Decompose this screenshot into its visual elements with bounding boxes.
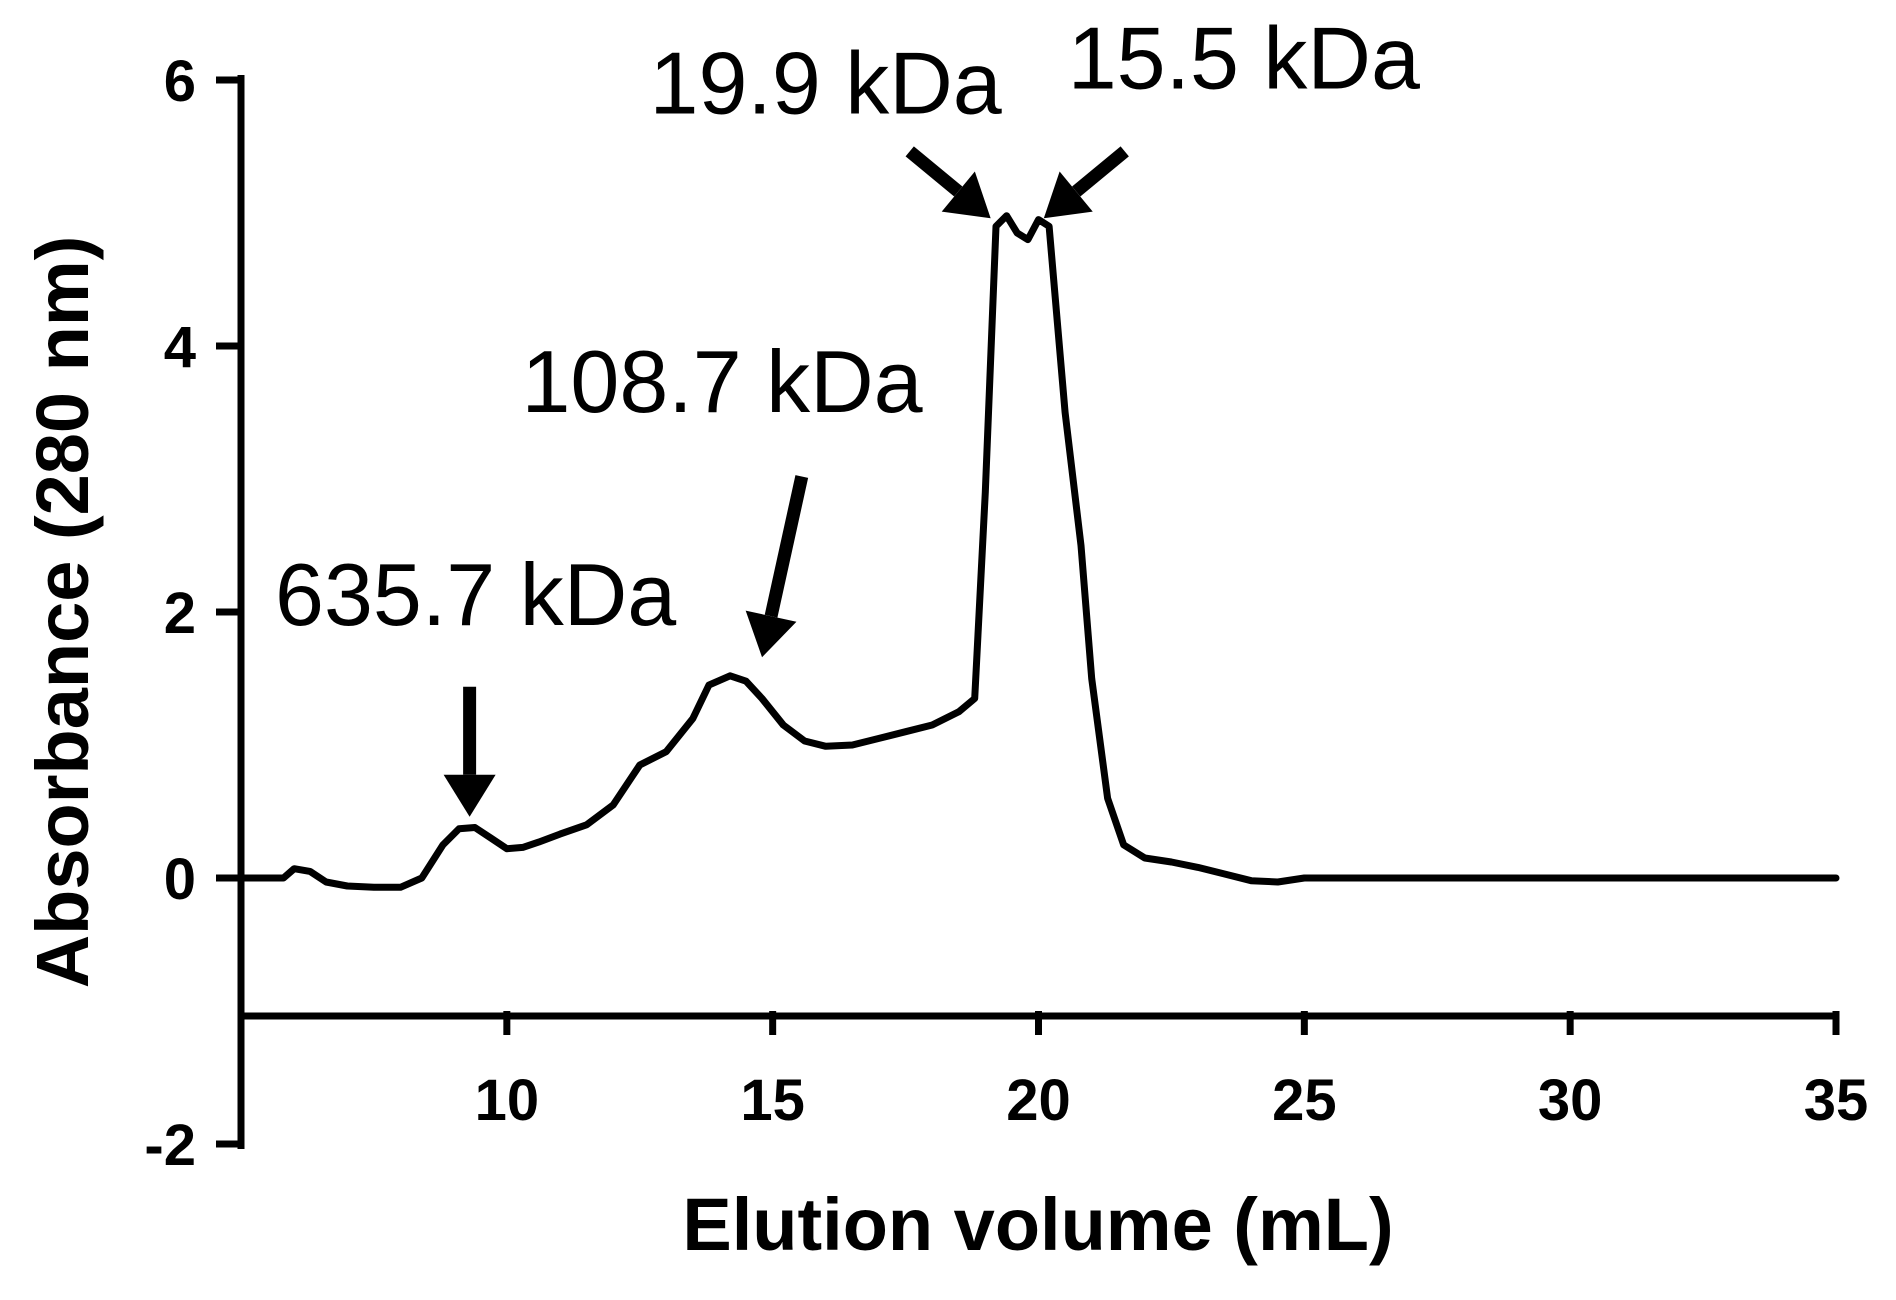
arrow-shaft [1072,146,1129,197]
peak-label: 635.7 kDa [275,545,676,644]
x-ticks: 10 15 20 25 30 35 [475,1011,1869,1133]
arrow-shaft [905,146,963,197]
x-tick-label: 15 [740,1068,805,1133]
x-tick-label: 25 [1272,1068,1337,1133]
y-tick-label: -2 [144,1113,196,1178]
arrow-head [443,774,496,817]
peak-arrow [443,686,496,817]
x-tick-label: 30 [1538,1068,1603,1133]
peak-arrow [905,146,991,219]
y-tick-label: 6 [164,49,196,114]
x-tick-label: 20 [1006,1068,1071,1133]
y-tick-label: 0 [164,847,196,912]
y-tick-label: 2 [164,581,196,646]
arrow-head [941,171,991,219]
arrow-head [745,610,797,658]
x-axis-title: Elution volume (mL) [682,1183,1393,1266]
peak-label: 15.5 kDa [1068,8,1420,107]
peak-label: 108.7 kDa [521,332,922,431]
y-ticks: -2 0 2 4 6 [144,49,241,1178]
peak-annotations: 635.7 kDa 108.7 kDa 19.9 kDa 15.5 kDa [275,8,1420,817]
y-axis-title: Absorbance (280 nm) [21,236,104,989]
peak-arrow [1043,146,1129,219]
absorbance-trace [237,212,1840,891]
x-tick-label: 35 [1804,1068,1869,1133]
peak-label: 19.9 kDa [650,33,1002,132]
arrow-head [1043,171,1093,219]
peak-arrow [745,475,809,658]
x-tick-label: 10 [475,1068,540,1133]
arrow-shaft [764,475,809,618]
y-tick-label: 4 [164,315,196,380]
